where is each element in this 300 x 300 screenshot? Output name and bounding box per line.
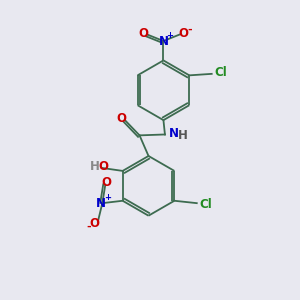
Text: Cl: Cl — [199, 197, 212, 211]
Text: O: O — [98, 160, 108, 173]
Text: H: H — [178, 129, 187, 142]
Text: N: N — [96, 197, 106, 210]
Text: -: - — [187, 25, 192, 35]
Text: N: N — [158, 34, 168, 47]
Text: -: - — [86, 222, 91, 232]
Text: +: + — [167, 31, 173, 40]
Text: Cl: Cl — [214, 67, 227, 80]
Text: O: O — [117, 112, 127, 125]
Text: +: + — [104, 193, 111, 202]
Text: O: O — [102, 176, 112, 189]
Text: O: O — [89, 217, 99, 230]
Text: H: H — [90, 160, 100, 173]
Text: N: N — [169, 127, 178, 140]
Text: O: O — [178, 27, 188, 40]
Text: O: O — [138, 27, 148, 40]
